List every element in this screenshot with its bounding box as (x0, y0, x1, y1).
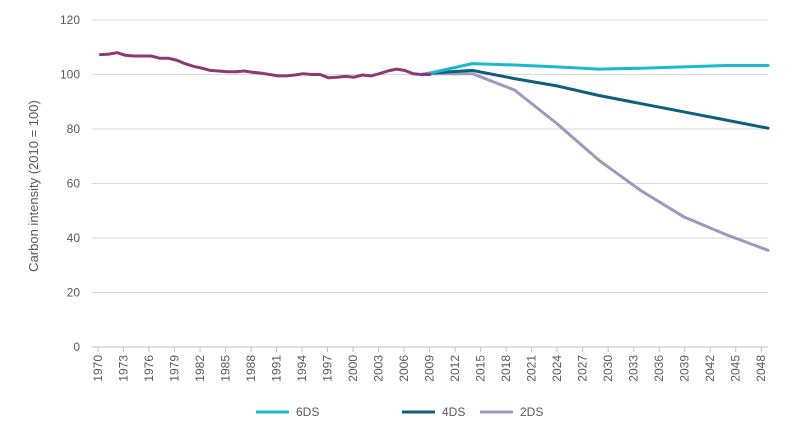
y-axis-title: Carbon intensity (2010 = 100) (26, 100, 41, 272)
x-tick-label-2030: 2030 (601, 355, 615, 382)
y-tick-label-0: 0 (73, 340, 80, 354)
x-tick-label-2045: 2045 (729, 355, 743, 382)
legend: 6DS 4DS 2DS (256, 405, 543, 419)
plot-lines (99, 51, 770, 252)
legend-label-2ds: 2DS (520, 405, 543, 419)
x-tick-label-1979: 1979 (168, 355, 182, 382)
y-axis-tick-labels: 0 20 40 60 80 100 120 (60, 13, 80, 354)
x-tick-label-2042: 2042 (703, 355, 717, 382)
x-tick-label-2036: 2036 (652, 355, 666, 382)
x-tick-label-2009: 2009 (423, 355, 437, 382)
x-tick-label-1982: 1982 (193, 355, 207, 382)
x-tick-label-2006: 2006 (397, 355, 411, 382)
y-tick-label-100: 100 (60, 68, 80, 82)
x-tick-label-2015: 2015 (474, 355, 488, 382)
y-tick-label-60: 60 (67, 177, 81, 191)
x-tick-label-1973: 1973 (117, 355, 131, 382)
x-tick-label-1970: 1970 (91, 355, 105, 382)
series-line-4ds (420, 68, 770, 130)
x-tick-label-2024: 2024 (550, 355, 564, 382)
x-tick-label-2021: 2021 (525, 355, 539, 382)
x-tick-label-1988: 1988 (244, 355, 258, 382)
x-axis-tick-labels: 1970 1973 1976 1979 1982 1985 1988 1991 1994 1997… (91, 355, 768, 382)
x-tick-label-2003: 2003 (372, 355, 386, 382)
x-tick-label-2048: 2048 (754, 355, 768, 382)
x-axis-tick-marks (97, 347, 762, 352)
y-tick-label-120: 120 (60, 13, 80, 27)
y-tick-label-80: 80 (67, 122, 81, 136)
legend-label-6ds: 6DS (296, 405, 319, 419)
historical-line (99, 51, 432, 80)
y-tick-label-40: 40 (67, 231, 81, 245)
series-line-6ds (420, 62, 770, 76)
x-tick-label-2000: 2000 (346, 355, 360, 382)
x-tick-label-1997: 1997 (321, 355, 335, 382)
x-tick-label-2027: 2027 (576, 355, 590, 382)
legend-label-4ds: 4DS (442, 405, 465, 419)
x-tick-label-1976: 1976 (142, 355, 156, 382)
x-tick-label-1985: 1985 (219, 355, 233, 382)
y-tick-label-20: 20 (67, 286, 81, 300)
x-tick-label-2012: 2012 (448, 355, 462, 382)
x-tick-label-2018: 2018 (499, 355, 513, 382)
x-tick-label-2039: 2039 (678, 355, 692, 382)
gridlines (92, 19, 768, 293)
x-tick-label-1994: 1994 (295, 355, 309, 382)
x-tick-label-2033: 2033 (627, 355, 641, 382)
x-tick-label-1991: 1991 (270, 355, 284, 382)
series-line-2ds (420, 72, 770, 252)
